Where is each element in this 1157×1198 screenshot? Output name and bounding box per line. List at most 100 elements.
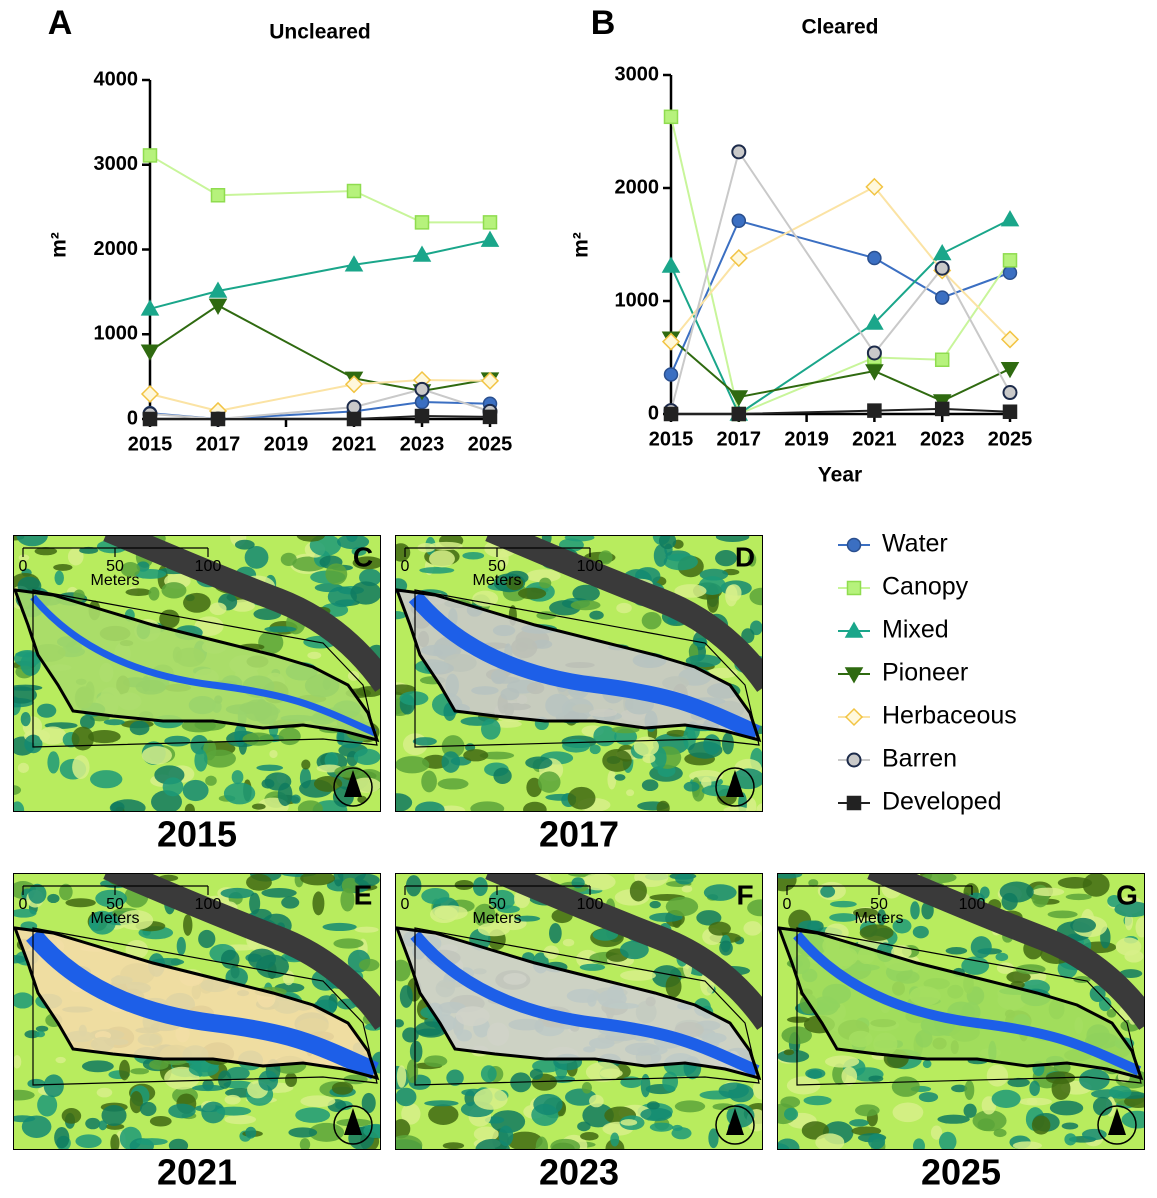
land-patch [951, 1084, 968, 1093]
land-patch [859, 924, 894, 941]
land-patch [480, 1065, 497, 1083]
land-patch [731, 768, 763, 790]
land-patch [529, 1068, 543, 1080]
point [731, 144, 747, 160]
land-patch [220, 887, 255, 899]
land-patch [868, 1133, 886, 1150]
y-tick-label: 1000 [94, 323, 139, 345]
land-patch [333, 873, 344, 887]
legend-marker [844, 621, 864, 638]
land-patch [979, 886, 990, 899]
land-patch [841, 1066, 858, 1086]
north-arrow [726, 770, 744, 797]
land-patch [148, 586, 160, 601]
land-patch [281, 896, 300, 909]
land-patch [523, 801, 547, 812]
land-patch [1032, 887, 1065, 897]
land-patch [120, 562, 141, 577]
land-patch [1081, 1128, 1107, 1141]
scale-label: 100 [577, 558, 604, 575]
land-patch [1098, 997, 1112, 1012]
land-patch [139, 1101, 157, 1117]
chart-title: Uncleared [269, 21, 371, 44]
map-panel-label: E [354, 879, 373, 910]
land-patch [849, 1119, 869, 1127]
land-patch [477, 922, 510, 937]
point [482, 409, 498, 425]
land-patch [53, 564, 73, 571]
land-patch [188, 1061, 219, 1077]
point [661, 332, 681, 351]
legend-label: Mixed [882, 616, 949, 644]
land-patch [331, 1081, 354, 1095]
y-axis-label: m² [48, 232, 71, 258]
north-arrow [726, 1108, 744, 1135]
x-tick-label: 2019 [784, 428, 829, 450]
land-patch [641, 779, 659, 792]
land-patch [72, 755, 90, 780]
land-patch [783, 1049, 795, 1056]
point [663, 367, 679, 382]
land-patch [429, 541, 463, 551]
land-patch [399, 985, 413, 1008]
point [142, 148, 158, 163]
land-patch [27, 1078, 46, 1089]
scale-label: 0 [401, 896, 410, 913]
land-patch [395, 959, 411, 982]
land-patch [562, 738, 591, 753]
land-patch [1082, 873, 1110, 897]
land-patch [665, 896, 699, 917]
north-circle [1097, 1105, 1137, 1145]
land-patch [59, 883, 73, 901]
point [142, 411, 158, 427]
map-panel: 0 50 100 Meters E [13, 873, 381, 1150]
land-patch [585, 1061, 621, 1083]
land-patch [868, 1075, 884, 1082]
land-patch [183, 592, 211, 613]
land-patch [463, 749, 489, 762]
point [140, 384, 160, 404]
land-patch [65, 898, 96, 908]
land-patch [653, 544, 668, 567]
land-patch [696, 910, 722, 926]
land-patch [1047, 910, 1078, 919]
x-tick-label: 2023 [400, 433, 445, 455]
land-patch [242, 732, 274, 746]
land-patch [454, 879, 474, 891]
panel-label: A [48, 4, 73, 42]
scale-label: 0 [401, 558, 410, 575]
north-circle [715, 767, 755, 807]
scale-unit: Meters [91, 910, 140, 927]
point [210, 411, 226, 427]
land-patch [703, 734, 721, 755]
point [729, 248, 748, 268]
land-patch [930, 1125, 943, 1140]
x-tick-label: 2017 [196, 433, 241, 455]
land-patch [337, 535, 370, 550]
land-patch [396, 1065, 407, 1088]
land-patch [87, 729, 121, 744]
land-patch [1089, 985, 1106, 1002]
land-patch [722, 732, 734, 755]
land-patch [543, 945, 560, 960]
point [346, 411, 362, 427]
land-patch [715, 535, 750, 542]
land-patch [35, 1030, 46, 1038]
land-patch [20, 711, 31, 727]
land-patch [361, 1092, 376, 1114]
map-frame [777, 873, 1145, 1150]
land-patch [507, 1131, 543, 1150]
land-patch [852, 908, 879, 918]
scale-unit: Meters [855, 910, 904, 927]
map-panel: 0 50 100 Meters G [777, 873, 1145, 1150]
map-panel: 0 50 100 Meters C [13, 535, 381, 812]
series-line [149, 304, 491, 393]
land-patch [619, 940, 649, 960]
land-patch [991, 1089, 1021, 1108]
land-patch [1121, 1110, 1145, 1129]
land-patch [429, 550, 455, 568]
land-patch [224, 1094, 241, 1105]
scale-label: 50 [106, 896, 124, 913]
north-circle [333, 1105, 373, 1145]
land-patch [296, 535, 326, 542]
